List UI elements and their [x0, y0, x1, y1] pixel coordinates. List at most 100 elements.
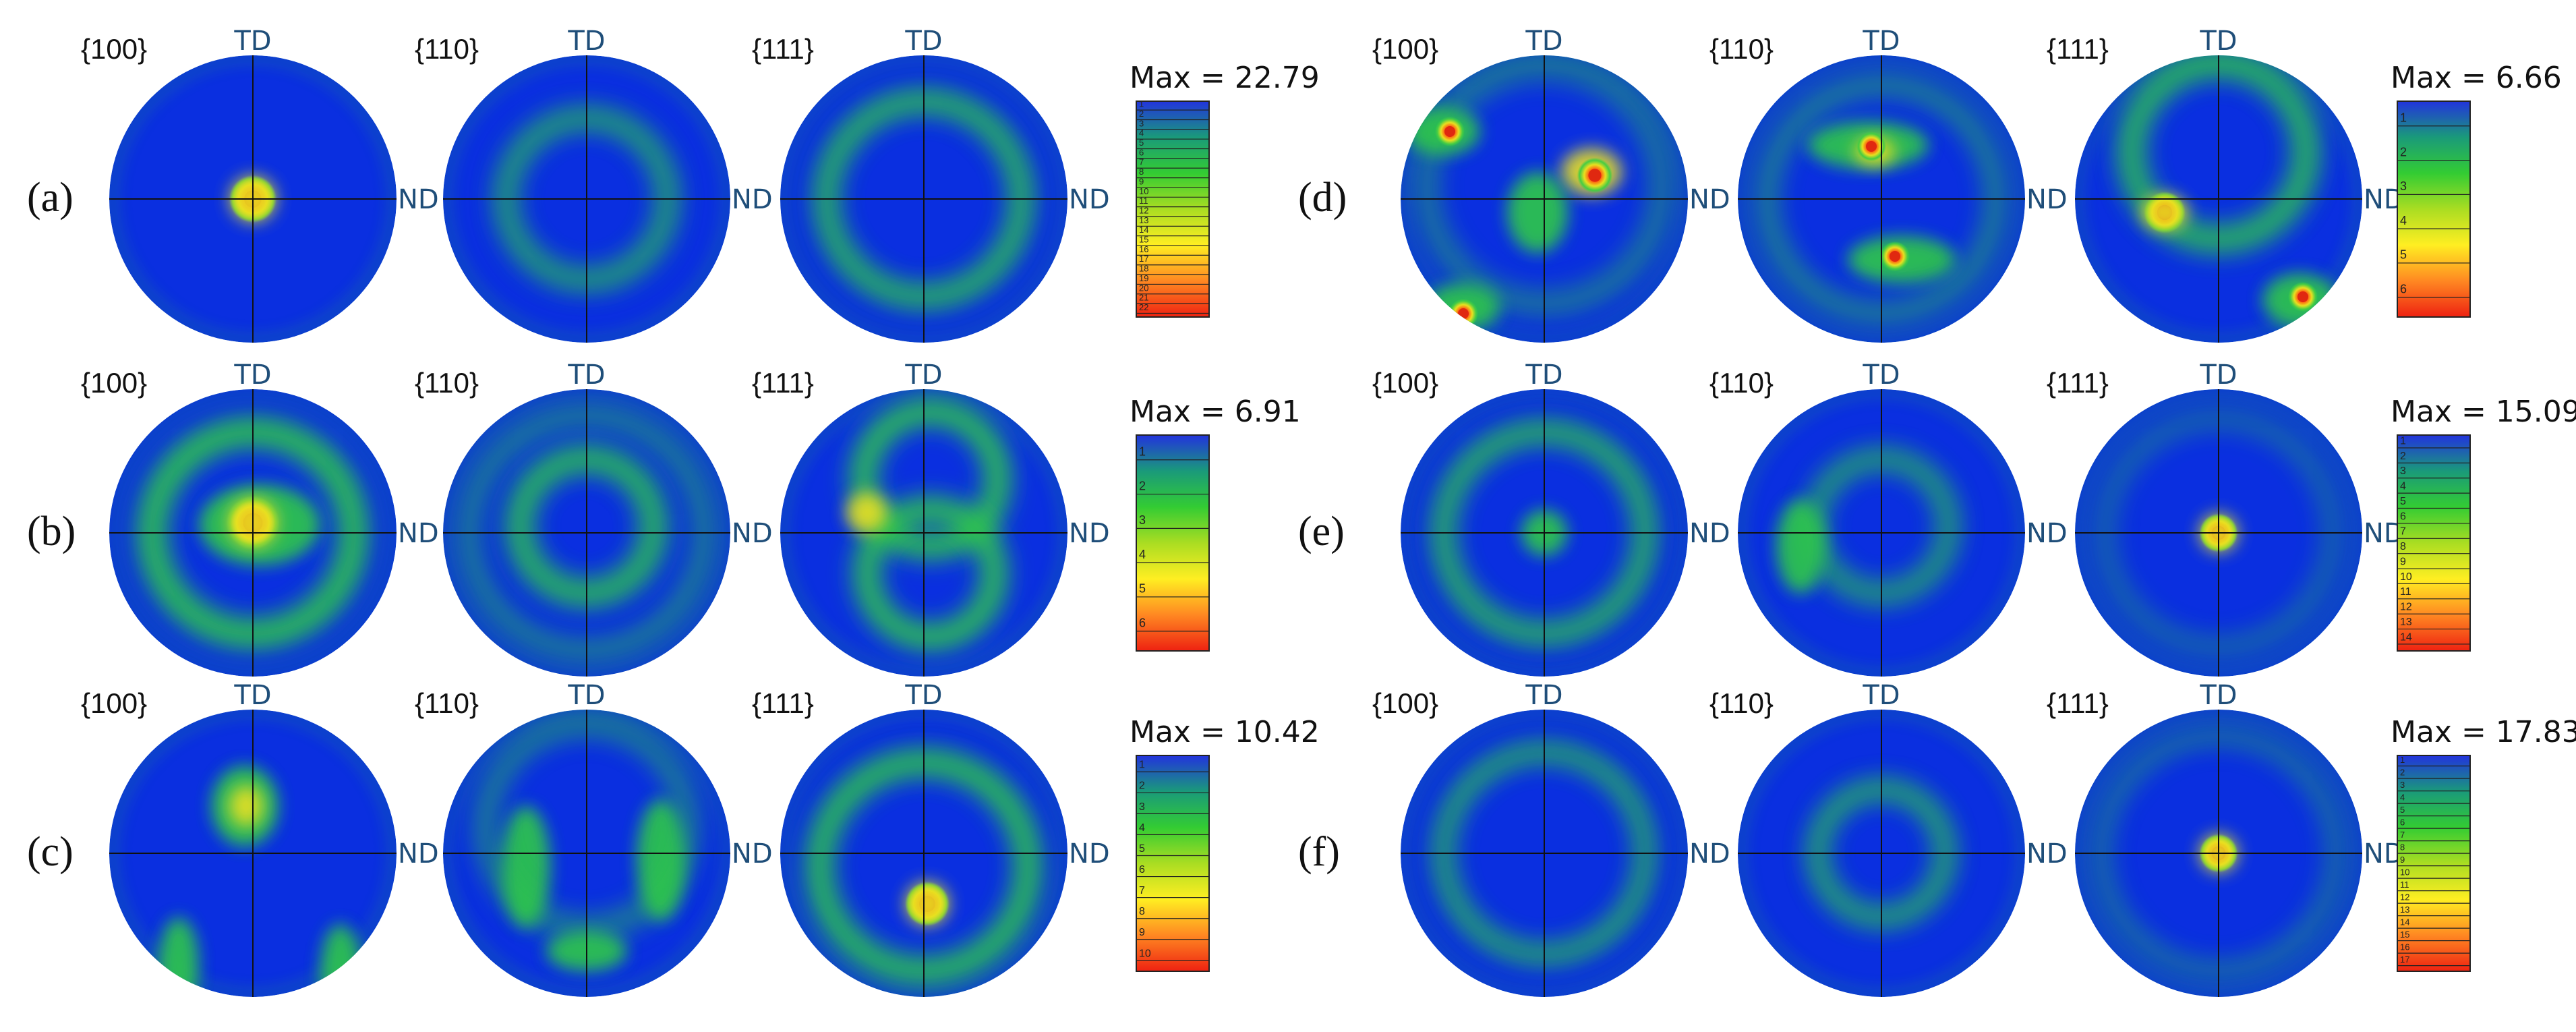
pole-label: {100} [1372, 367, 1438, 399]
colorbar: Max = 6.91 1 2 3 4 5 6 [1130, 395, 1301, 652]
nd-label: ND [2026, 518, 2068, 549]
colorbar-tick-label: 13 [2400, 617, 2412, 628]
nd-label: ND [732, 518, 773, 549]
colorbar-gradient [1136, 101, 1210, 318]
colorbar-tick-label: 1 [2400, 435, 2406, 447]
td-label: TD [2199, 26, 2237, 57]
colorbar-tick-label: 1 [1139, 99, 1144, 109]
colorbar-tick-label: 14 [1139, 225, 1148, 235]
td-label: TD [567, 360, 605, 391]
colorbar-tick-label: 14 [2400, 917, 2409, 927]
intensity-blob [906, 882, 949, 925]
colorbar-tick-label: 6 [1139, 147, 1144, 157]
td-label: TD [904, 360, 942, 391]
intensity-peak-core [1866, 141, 1877, 152]
td-label: TD [233, 680, 271, 711]
max-value-label: Max = 22.79 [1130, 61, 1320, 95]
colorbar-tick-label: 4 [2400, 793, 2405, 803]
intensity-blob [2142, 195, 2188, 230]
colorbar-tick-label: 2 [1139, 479, 1146, 492]
colorbar-tick-label: 6 [2400, 818, 2405, 828]
panel-label: (b) [27, 509, 76, 554]
pole-label: {100} [81, 367, 147, 399]
colorbar-tick-label: 21 [1139, 293, 1148, 303]
colorbar-tick-label: 3 [2400, 780, 2405, 790]
colorbar-gradient [1136, 755, 1210, 972]
colorbar-tick-label: 9 [2400, 855, 2405, 865]
colorbar-tick-label: 9 [1139, 176, 1144, 186]
colorbar-gradient [2397, 101, 2471, 318]
max-value-label: Max = 6.66 [2391, 61, 2562, 95]
colorbar-tick-label: 7 [2400, 526, 2406, 538]
colorbar-tick-label: 16 [2400, 942, 2409, 952]
nd-label: ND [2026, 184, 2068, 215]
intensity-blob [1776, 499, 1825, 594]
colorbar-tick-label: 15 [2400, 929, 2409, 940]
colorbar-tick-label: 4 [1139, 128, 1144, 138]
colorbar-tick-label: 4 [2400, 481, 2406, 492]
colorbar-tick-label: 16 [1139, 244, 1148, 254]
colorbar-tick-label: 17 [2400, 954, 2409, 965]
panel-label: (e) [1298, 509, 1345, 554]
colorbar-tick-label: 14 [2400, 631, 2412, 643]
colorbar-tick-label: 6 [1139, 864, 1145, 876]
pole-figure-100: {100} TD ND [1372, 26, 1730, 343]
pole-label: {110} [1709, 367, 1774, 399]
colorbar-tick-label: 18 [1139, 264, 1148, 274]
colorbar-tick-label: 8 [2400, 541, 2406, 552]
nd-label: ND [1689, 838, 1730, 869]
colorbar-tick-label: 4 [1139, 822, 1145, 834]
pole-figure-110: {110} TD ND [415, 360, 773, 677]
nd-label: ND [1069, 838, 1110, 869]
intensity-blob [1507, 172, 1568, 253]
pole-label: {100} [81, 33, 147, 65]
colorbar-tick-label: 3 [2400, 179, 2407, 193]
td-label: TD [1862, 26, 1900, 57]
colorbar-tick-label: 1 [2400, 111, 2407, 124]
td-label: TD [904, 26, 942, 57]
nd-label: ND [732, 184, 773, 215]
pole-label: {110} [1709, 687, 1774, 719]
colorbar-tick-label: 12 [2400, 602, 2412, 613]
colorbar-tick-label: 2 [2400, 145, 2407, 159]
colorbar-tick-label: 3 [1139, 801, 1145, 813]
colorbar-tick-label: 10 [1139, 948, 1151, 959]
colorbar-tick-label: 5 [2400, 496, 2406, 507]
td-label: TD [1525, 680, 1562, 711]
nd-label: ND [1689, 518, 1730, 549]
intensity-blob [229, 786, 263, 826]
intensity-blob [320, 924, 361, 997]
intensity-ring [851, 399, 1010, 558]
intensity-blob [158, 917, 199, 997]
colorbar-tick-label: 1 [1139, 445, 1146, 458]
pole-label: {111} [2047, 33, 2109, 65]
colorbar-tick-label: 11 [2400, 586, 2411, 598]
td-label: TD [2199, 680, 2237, 711]
colorbar-tick-label: 17 [1139, 254, 1148, 264]
td-label: TD [233, 26, 271, 57]
pole-label: {110} [415, 33, 479, 65]
colorbar-tick-label: 12 [1139, 205, 1148, 215]
colorbar-tick-label: 1 [2400, 755, 2405, 765]
nd-label: ND [398, 838, 439, 869]
colorbar-tick-label: 11 [2400, 880, 2409, 890]
colorbar-tick-label: 5 [1139, 843, 1145, 855]
td-label: TD [1862, 680, 1900, 711]
pole-figure-110: {110} TD ND [415, 26, 773, 343]
intensity-blob [846, 492, 887, 533]
colorbar-tick-label: 20 [1139, 283, 1148, 293]
colorbar-tick-label: 7 [1139, 157, 1144, 167]
panel-e: (e) [1298, 509, 1345, 554]
pole-figure-110: {110} TD ND [415, 680, 773, 997]
pole-label: {110} [415, 367, 479, 399]
colorbar-tick-label: 8 [1139, 906, 1145, 917]
td-label: TD [2199, 360, 2237, 391]
colorbar-tick-label: 5 [2400, 805, 2405, 815]
colorbar-tick-label: 9 [2400, 556, 2406, 567]
pole-figure-110: {110} TD ND [1709, 26, 2068, 343]
